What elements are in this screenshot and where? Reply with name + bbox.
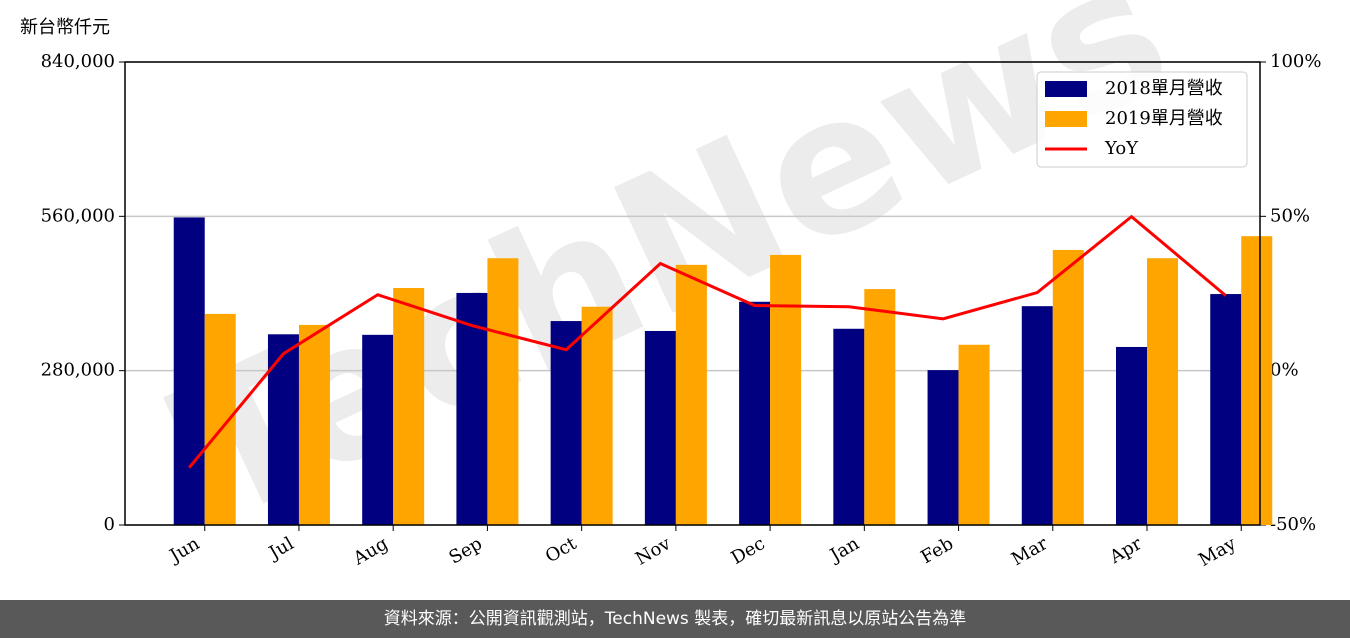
bar: [864, 289, 896, 525]
x-tick-label: Oct: [542, 533, 581, 568]
bar: [958, 344, 990, 525]
legend-box: [1036, 71, 1248, 168]
legend-swatch: [1045, 81, 1087, 97]
y-tick-label: 280,000: [41, 360, 115, 381]
bar: [675, 264, 707, 525]
bar: [927, 370, 959, 525]
bar: [739, 301, 771, 525]
x-tick-label: Feb: [917, 533, 957, 568]
bar: [1241, 236, 1273, 525]
legend-label: YoY: [1104, 138, 1139, 159]
plot-frame: [124, 61, 1261, 526]
chart: 新台幣仟元 TechNews 0280,000560,000840,000-50…: [20, 0, 1321, 571]
bar: [1116, 346, 1148, 525]
bar: [644, 330, 676, 525]
bar: [1210, 294, 1242, 525]
x-tick-label: Mar: [1008, 533, 1052, 570]
footer: 資料來源：公開資訊觀測站，TechNews 製表，確切最新訊息以原站公告為準: [0, 600, 1350, 638]
x-tick-label: Jun: [165, 533, 204, 568]
bar: [298, 324, 330, 525]
bar: [204, 313, 236, 525]
y-tick-label: 560,000: [41, 205, 115, 226]
bar: [833, 328, 865, 525]
y-axis-label: 新台幣仟元: [20, 17, 110, 38]
y2-tick-label: -50%: [1270, 514, 1316, 535]
bar: [550, 321, 582, 525]
bar: [393, 287, 425, 525]
legend-label: 2018單月營收: [1105, 78, 1223, 99]
y-tick-label: 840,000: [41, 51, 115, 72]
legend-label: 2019單月營收: [1105, 108, 1223, 129]
x-tick-label: Apr: [1105, 533, 1145, 568]
y2-tick-label: 50%: [1270, 205, 1310, 226]
y2-tick-label: 0%: [1270, 360, 1299, 381]
bar: [173, 217, 205, 525]
x-tick-label: Aug: [349, 533, 392, 570]
y2-tick-label: 100%: [1270, 51, 1321, 72]
x-tick-label: Sep: [446, 533, 486, 568]
bar: [487, 258, 519, 525]
legend-swatch: [1045, 111, 1087, 127]
x-tick-label: Jan: [825, 533, 863, 567]
bar: [581, 306, 613, 525]
line: [188, 214, 1227, 469]
x-tick-label: Dec: [728, 533, 769, 569]
bar: [362, 334, 394, 525]
bar: [267, 334, 299, 525]
x-tick-label: May: [1195, 533, 1240, 571]
bar: [1021, 306, 1053, 525]
x-tick-label: Nov: [632, 533, 675, 570]
bar: [1147, 258, 1179, 525]
y-tick-label: 0: [104, 514, 115, 535]
bar: [1052, 249, 1084, 526]
bar: [456, 292, 488, 525]
bar: [770, 254, 802, 525]
